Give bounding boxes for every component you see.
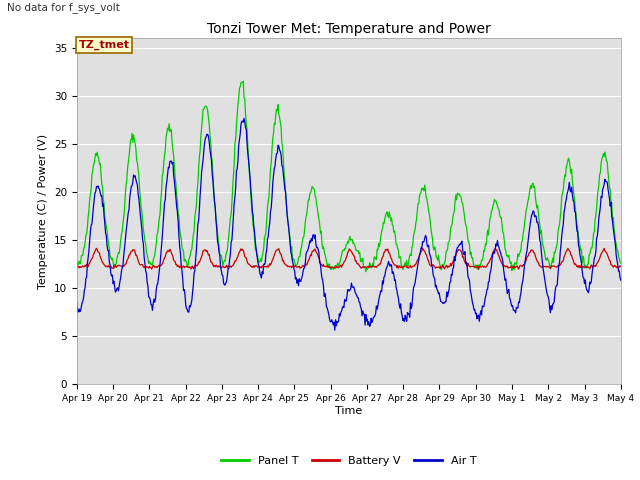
Air T [223, 278, 230, 284]
Battery V [93, 245, 100, 251]
Line: Panel T: Panel T [77, 81, 621, 272]
Panel T [73, 259, 81, 265]
Panel T [617, 260, 625, 266]
Air T [617, 277, 625, 283]
Battery V [195, 259, 202, 265]
Panel T [433, 254, 440, 260]
Y-axis label: Temperature (C) / Power (V): Temperature (C) / Power (V) [38, 133, 48, 289]
Battery V [73, 264, 81, 269]
Text: No data for f_sys_volt: No data for f_sys_volt [7, 2, 120, 13]
Air T [240, 115, 248, 121]
Panel T [83, 231, 90, 237]
Air T [433, 282, 440, 288]
Air T [83, 274, 90, 280]
Battery V [431, 265, 439, 271]
X-axis label: Time: Time [335, 406, 362, 416]
Text: TZ_tmet: TZ_tmet [79, 40, 130, 50]
Line: Air T: Air T [77, 118, 621, 330]
Battery V [416, 252, 424, 258]
Panel T [239, 78, 247, 84]
Air T [331, 327, 339, 333]
Air T [73, 300, 81, 306]
Panel T [139, 218, 147, 224]
Battery V [617, 264, 625, 269]
Air T [194, 221, 202, 227]
Panel T [417, 192, 424, 197]
Panel T [194, 181, 202, 187]
Battery V [515, 266, 522, 272]
Battery V [83, 262, 90, 267]
Air T [139, 237, 147, 242]
Line: Battery V: Battery V [77, 248, 621, 269]
Title: Tonzi Tower Met: Temperature and Power: Tonzi Tower Met: Temperature and Power [207, 22, 491, 36]
Panel T [362, 269, 370, 275]
Air T [417, 250, 424, 255]
Battery V [140, 264, 147, 270]
Legend: Panel T, Battery V, Air T: Panel T, Battery V, Air T [217, 452, 481, 471]
Panel T [223, 249, 230, 255]
Battery V [223, 265, 231, 271]
